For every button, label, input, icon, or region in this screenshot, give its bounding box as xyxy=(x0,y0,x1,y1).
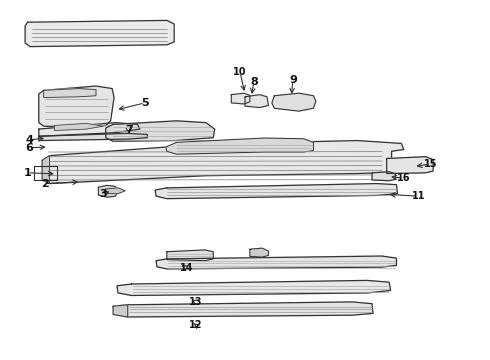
Polygon shape xyxy=(272,93,316,111)
Text: 10: 10 xyxy=(233,67,247,77)
Text: 11: 11 xyxy=(412,191,425,201)
Polygon shape xyxy=(113,305,128,317)
Polygon shape xyxy=(39,86,114,128)
Text: 13: 13 xyxy=(190,297,203,307)
Polygon shape xyxy=(113,302,373,317)
Polygon shape xyxy=(42,156,49,184)
Polygon shape xyxy=(44,89,96,98)
Text: 8: 8 xyxy=(250,77,258,87)
Polygon shape xyxy=(156,256,396,269)
Polygon shape xyxy=(372,172,395,181)
Text: 2: 2 xyxy=(41,179,49,189)
Text: 1: 1 xyxy=(24,168,31,178)
Text: 15: 15 xyxy=(424,159,438,169)
Text: 14: 14 xyxy=(180,263,193,273)
Polygon shape xyxy=(25,21,174,46)
Polygon shape xyxy=(106,121,215,141)
Polygon shape xyxy=(54,123,103,131)
Polygon shape xyxy=(42,140,404,184)
Polygon shape xyxy=(231,93,250,104)
Text: 9: 9 xyxy=(289,75,297,85)
Text: 12: 12 xyxy=(190,320,203,330)
Polygon shape xyxy=(155,184,397,199)
Text: 5: 5 xyxy=(141,98,148,108)
Polygon shape xyxy=(39,123,140,136)
Polygon shape xyxy=(98,185,118,197)
Text: 6: 6 xyxy=(25,143,33,153)
Polygon shape xyxy=(166,138,314,154)
Polygon shape xyxy=(245,95,269,108)
Polygon shape xyxy=(39,134,147,140)
Polygon shape xyxy=(106,188,125,194)
Polygon shape xyxy=(387,157,433,174)
Polygon shape xyxy=(167,250,213,261)
Text: 4: 4 xyxy=(25,135,33,145)
Polygon shape xyxy=(117,280,391,296)
Text: 16: 16 xyxy=(397,173,411,183)
Text: 7: 7 xyxy=(125,125,133,135)
Text: 3: 3 xyxy=(99,189,107,199)
Polygon shape xyxy=(250,248,269,257)
